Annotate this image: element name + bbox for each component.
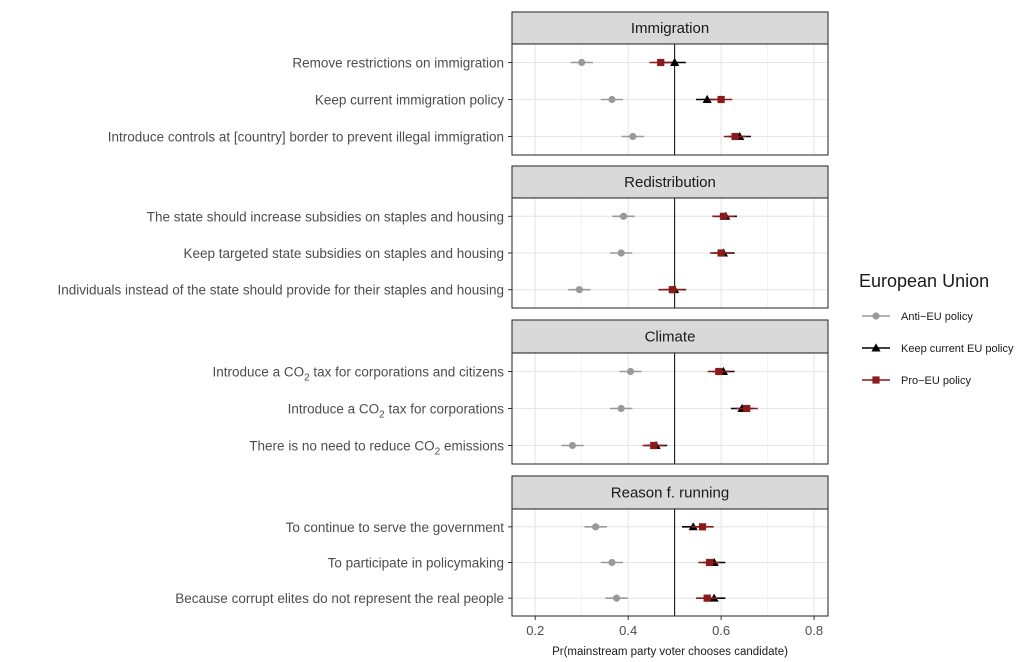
facet-panel: Reason f. running To continue to serve th… (175, 475, 829, 617)
x-axis: 0.2 0.4 0.6 0.8 (526, 616, 823, 638)
pro-point (698, 523, 707, 531)
category-label: Individuals instead of the state should … (57, 283, 504, 298)
panel-border (511, 197, 829, 309)
facet-panel: Immigration Remove restrictions on immigr… (108, 11, 829, 156)
anti-point (568, 441, 577, 450)
legend-entry: Keep current EU policy (862, 343, 1014, 355)
category-label-part: tax for corporations and citizens (310, 365, 505, 380)
anti-point (626, 367, 635, 376)
pro-point (703, 594, 711, 602)
legend-label: Keep current EU policy (901, 343, 1014, 355)
pro-point (657, 58, 665, 67)
keep-point (702, 94, 712, 103)
category-label: Introduce a CO2 tax for corporations and… (213, 365, 505, 384)
legend-label: Pro−EU policy (901, 375, 972, 387)
category-label-subscript: 2 (304, 373, 310, 384)
anti-point (608, 558, 616, 567)
x-tick-label: 0.6 (712, 623, 730, 638)
category-label-part: There is no need to reduce CO (249, 439, 434, 454)
facet-panels: Immigration Remove restrictions on immigr… (57, 11, 829, 617)
pro-point (743, 404, 751, 413)
x-tick-label: 0.8 (805, 623, 823, 638)
facet-strip-title: Immigration (631, 20, 709, 37)
pro-point (717, 249, 725, 257)
facet-strip-title: Climate (645, 329, 696, 346)
legend-key-triangle (871, 343, 881, 352)
x-tick-label: 0.4 (619, 623, 637, 638)
anti-point (629, 132, 637, 141)
facet-strip (511, 319, 829, 354)
panel-border (511, 352, 829, 465)
pro-point (715, 367, 723, 376)
pro-point (705, 558, 714, 567)
legend: European Union Anti−EU policy Keep curren… (859, 271, 1014, 387)
category-label-part: tax for corporations (385, 402, 505, 417)
category-label: To participate in policymaking (328, 556, 504, 571)
facet-strip-title: Reason f. running (611, 485, 729, 502)
anti-point (617, 249, 625, 257)
x-axis-title: Pr(mainstream party voter chooses candid… (552, 646, 788, 658)
category-label: Introduce controls at [country] border t… (108, 130, 504, 145)
anti-point (578, 58, 586, 67)
category-label: The state should increase subsidies on s… (147, 209, 504, 224)
panel-border (511, 43, 829, 156)
anti-point (617, 404, 625, 413)
pro-point (731, 132, 739, 141)
keep-point (670, 57, 680, 66)
x-tick-label: 0.2 (526, 623, 544, 638)
category-label: There is no need to reduce CO2 emissions (249, 439, 504, 458)
category-label-subscript: 2 (379, 410, 385, 421)
pro-point (719, 212, 728, 220)
category-label-part: Introduce a CO (288, 402, 380, 417)
legend-key-square (872, 376, 880, 384)
legend-title: European Union (859, 271, 989, 291)
category-label: Keep current immigration policy (315, 93, 504, 108)
anti-point (619, 212, 628, 220)
legend-entry: Anti−EU policy (862, 311, 973, 323)
anti-point (575, 286, 583, 294)
legend-key-circle (872, 312, 880, 320)
category-label: To continue to serve the government (286, 520, 505, 535)
pro-point (668, 286, 676, 294)
pro-point (717, 95, 725, 104)
category-label: Because corrupt elites do not represent … (175, 591, 504, 606)
pro-point (650, 441, 658, 450)
category-label-part: emissions (440, 439, 504, 454)
facet-strip (511, 11, 829, 45)
anti-point (592, 523, 600, 531)
category-label-subscript: 2 (435, 447, 441, 458)
facet-strip-title: Redistribution (624, 174, 716, 191)
facet-strip (511, 475, 829, 510)
legend-entry: Pro−EU policy (862, 375, 972, 387)
legend-label: Anti−EU policy (901, 311, 973, 323)
category-label-part: Introduce a CO (213, 365, 305, 380)
category-label: Introduce a CO2 tax for corporations (288, 402, 505, 421)
category-label: Keep targeted state subsidies on staples… (184, 246, 504, 261)
facet-panel: Redistribution The state should increase … (57, 165, 829, 309)
anti-point (612, 594, 621, 602)
anti-point (608, 95, 616, 104)
category-label: Remove restrictions on immigration (292, 56, 504, 71)
panel-border (511, 508, 829, 617)
